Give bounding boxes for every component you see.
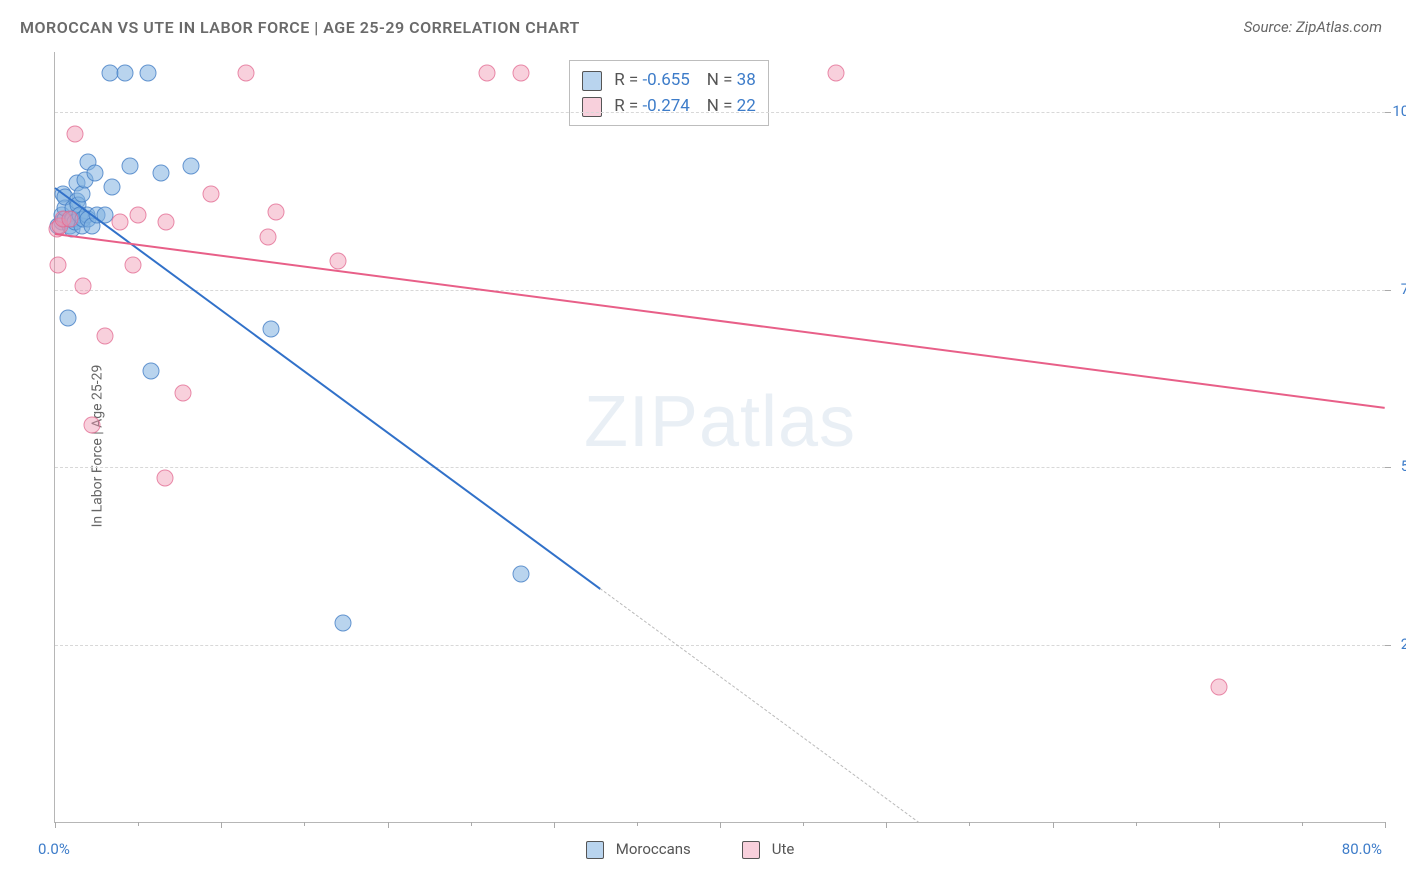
y-tick-mark [1385,112,1391,113]
x-tick-mark [388,822,389,828]
n-value-1: 38 [737,70,756,90]
scatter-point-moroccans [143,363,160,380]
y-tick-label: 50.0% [1401,457,1406,475]
trend-line-extension [600,588,920,823]
gridline-h [55,290,1385,291]
y-tick-mark [1385,467,1391,468]
watermark: ZIPatlas [584,381,856,463]
r-value-1: -0.655 [642,70,689,90]
legend-swatch-moroccans [586,841,604,859]
scatter-point-ute [158,214,175,231]
scatter-point-ute [203,185,220,202]
x-tick-mark-minor [969,822,970,826]
y-tick-label: 75.0% [1401,280,1406,298]
scatter-point-moroccans [183,157,200,174]
x-tick-mark [1053,822,1054,828]
chart-source: Source: ZipAtlas.com [1244,18,1382,36]
y-tick-mark [1385,645,1391,646]
y-tick-label: 100.0% [1392,102,1406,120]
scatter-point-moroccans [140,65,157,82]
stats-row-series-2: R = -0.274 N = 22 [582,93,756,119]
scatter-point-moroccans [60,310,77,327]
scatter-point-ute [50,256,67,273]
x-tick-mark [554,822,555,828]
scatter-point-ute [61,210,78,227]
gridline-h [55,112,1385,113]
y-tick-label: 25.0% [1401,635,1406,653]
x-tick-mark-minor [138,822,139,826]
swatch-ute [582,97,602,117]
trend-line-moroccans [54,187,600,590]
scatter-point-ute [156,469,173,486]
stats-box: R = -0.655 N = 38 R = -0.274 N = 22 [569,60,769,126]
x-tick-mark-minor [471,822,472,826]
scatter-point-ute [175,384,192,401]
watermark-text-b: atlas [699,382,856,462]
legend-ute: Ute [742,840,794,859]
chart-title: MOROCCAN VS UTE IN LABOR FORCE | AGE 25-… [20,18,580,37]
scatter-point-ute [96,327,113,344]
legend-label-moroccans: Moroccans [616,840,691,858]
x-tick-mark-minor [637,822,638,826]
scatter-point-moroccans [86,164,103,181]
gridline-h [55,467,1385,468]
stats-row-series-1: R = -0.655 N = 38 [582,67,756,93]
x-tick-mark [221,822,222,828]
legend-swatch-ute [742,841,760,859]
legend-moroccans: Moroccans [586,840,691,859]
scatter-point-ute [259,228,276,245]
scatter-point-ute [75,278,92,295]
x-tick-mark [55,822,56,828]
scatter-point-ute [479,65,496,82]
x-tick-mark [1219,822,1220,828]
x-tick-mark-minor [1302,822,1303,826]
x-tick-mark-minor [304,822,305,826]
x-tick-mark [886,822,887,828]
scatter-point-ute [1210,679,1227,696]
scatter-point-moroccans [103,178,120,195]
scatter-point-ute [512,65,529,82]
scatter-point-ute [828,65,845,82]
x-axis-min-label: 0.0% [38,840,70,858]
x-axis-max-label: 80.0% [1342,840,1382,858]
scatter-point-moroccans [263,320,280,337]
scatter-point-ute [130,207,147,224]
plot-area: ZIPatlas R = -0.655 N = 38 R = -0.274 N … [54,52,1385,823]
scatter-point-moroccans [153,164,170,181]
x-tick-mark [720,822,721,828]
legend-label-ute: Ute [772,840,795,858]
x-tick-mark [1385,822,1386,828]
scatter-point-ute [66,125,83,142]
scatter-point-ute [125,256,142,273]
gridline-h [55,645,1385,646]
scatter-point-moroccans [512,565,529,582]
r-label: R = [614,70,638,90]
x-tick-mark-minor [803,822,804,826]
scatter-point-moroccans [334,615,351,632]
trend-line-ute [55,233,1385,409]
scatter-point-moroccans [116,65,133,82]
x-tick-mark-minor [1136,822,1137,826]
scatter-point-moroccans [121,157,138,174]
scatter-point-moroccans [73,185,90,202]
y-tick-mark [1385,290,1391,291]
watermark-text-a: ZIP [584,382,699,462]
n-label: N = [707,70,733,90]
swatch-moroccans [582,71,602,91]
scatter-point-ute [329,253,346,270]
scatter-point-ute [268,203,285,220]
scatter-point-ute [111,214,128,231]
scatter-point-ute [238,65,255,82]
scatter-point-ute [83,416,100,433]
